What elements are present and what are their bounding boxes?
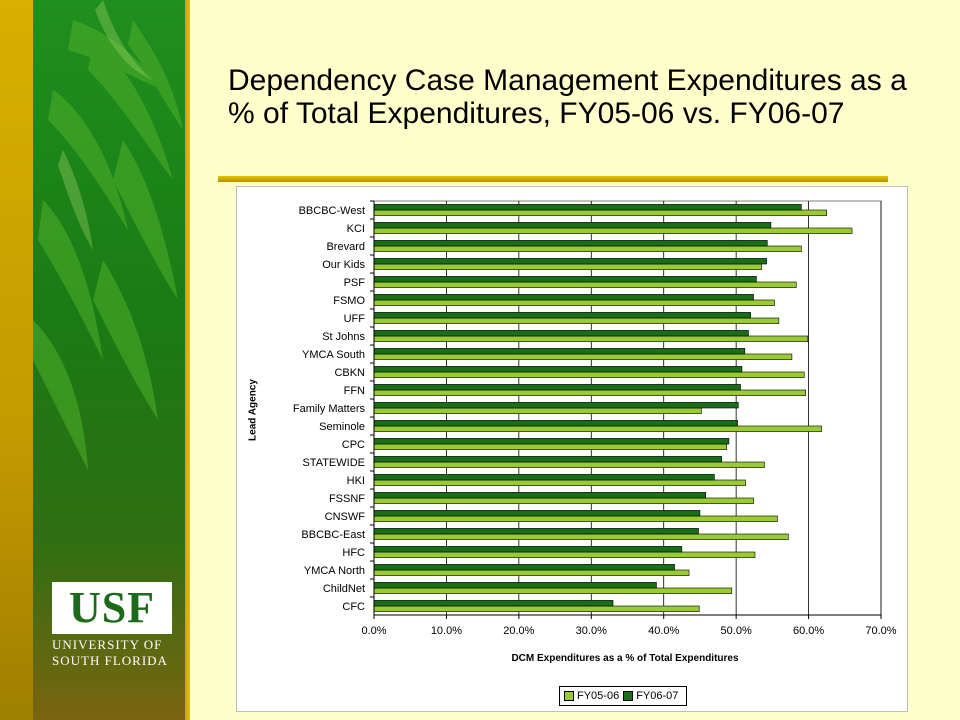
usf-logo: USF UNIVERSITY OF SOUTH FLORIDA <box>52 582 180 669</box>
y-tick-label: STATEWIDE <box>302 457 365 469</box>
bar-fy0607 <box>373 474 715 481</box>
bar-fy0506 <box>373 389 806 396</box>
x-tick-label: 30.0% <box>576 625 607 637</box>
y-tick-label: HFC <box>342 547 365 559</box>
x-tick-label: 0.0% <box>361 625 386 637</box>
y-tick-label: CPC <box>342 439 365 451</box>
bar-fy0506 <box>373 605 700 612</box>
y-tick-label: BBCBC-West <box>299 205 365 217</box>
y-tick-label: FFN <box>344 385 365 397</box>
bar-fy0607 <box>373 258 767 265</box>
bar-fy0506 <box>373 245 802 252</box>
y-tick-label: St Johns <box>322 331 365 343</box>
bar-fy0607 <box>373 546 683 553</box>
bar-fy0506 <box>373 317 780 324</box>
bar-fy0607 <box>373 528 699 535</box>
legend-item-fy0506: FY05-06 <box>564 690 619 702</box>
bar-fy0506 <box>373 479 746 486</box>
x-tick-label: 70.0% <box>865 625 896 637</box>
bar-fy0607 <box>373 492 707 499</box>
y-tick-label: HKI <box>347 475 365 487</box>
y-tick-label: YMCA North <box>304 565 365 577</box>
bar-fy0607 <box>373 384 741 391</box>
y-axis-label: Lead Agency <box>247 379 259 441</box>
y-tick-label: CNSWF <box>325 511 366 523</box>
bar-fy0506 <box>373 569 690 576</box>
title-divider <box>218 176 888 182</box>
bar-fy0506 <box>373 497 754 504</box>
y-tick-label: YMCA South <box>302 349 365 361</box>
bar-fy0607 <box>373 240 768 247</box>
legend-label-fy0506: FY05-06 <box>577 690 620 702</box>
legend-swatch-fy0607 <box>623 691 634 701</box>
bar-fy0506 <box>373 227 853 234</box>
legend-label-fy0607: FY06-07 <box>636 690 679 702</box>
logo-line-south-florida: SOUTH FLORIDA <box>52 653 168 668</box>
bar-fy0506 <box>373 371 805 378</box>
y-tick-label: FSSNF <box>329 493 365 505</box>
bar-fy0607 <box>373 330 749 337</box>
bar-fy0506 <box>373 407 702 414</box>
bar-fy0506 <box>373 263 762 270</box>
bar-fy0607 <box>373 348 746 355</box>
bar-fy0607 <box>373 204 802 211</box>
y-tick-label: Seminole <box>319 421 365 433</box>
bar-fy0607 <box>373 312 751 319</box>
chart-frame: 0.0% 10.0% 20.0% 30.0% 40.0% 50.0% 60.0% 70.0% B… <box>236 186 908 712</box>
logo-wordmark: USF <box>52 582 172 634</box>
bar-fy0506 <box>373 443 728 450</box>
sidebar-gold-edge <box>185 0 190 720</box>
y-tick-label: CFC <box>342 601 365 613</box>
x-tick-label: 60.0% <box>793 625 824 637</box>
bar-fy0506 <box>373 353 793 360</box>
bar-fy0607 <box>373 438 730 445</box>
bar-fy0506 <box>373 461 765 468</box>
x-tick-label: 40.0% <box>648 625 679 637</box>
bar-fy0607 <box>373 456 722 463</box>
y-tick-label: PSF <box>344 277 366 289</box>
bar-chart: 0.0% 10.0% 20.0% 30.0% 40.0% 50.0% 60.0% 70.0% B… <box>293 200 897 637</box>
sidebar-gold-stripe <box>0 0 33 720</box>
bar-fy0506 <box>373 587 733 594</box>
x-tick-label: 50.0% <box>721 625 752 637</box>
bar-fy0607 <box>373 564 675 571</box>
bar-fy0607 <box>373 402 739 409</box>
y-tick-label: FSMO <box>333 295 365 307</box>
y-tick-label: ChildNet <box>323 583 365 595</box>
bar-fy0607 <box>373 276 757 283</box>
chart-legend: FY05-06 FY06-07 <box>559 686 688 706</box>
bar-fy0506 <box>373 281 797 288</box>
bar-fy0607 <box>373 510 701 517</box>
x-tick-label: 20.0% <box>503 625 534 637</box>
bar-fy0607 <box>373 582 657 589</box>
logo-line-university: UNIVERSITY OF <box>52 637 163 652</box>
bar-fy0506 <box>373 209 827 216</box>
y-tick-label: UFF <box>344 313 366 325</box>
bar-fy0607 <box>373 366 743 373</box>
y-tick-label: KCI <box>347 223 365 235</box>
bar-fy0506 <box>373 299 775 306</box>
bar-fy0506 <box>373 515 778 522</box>
x-axis-label: DCM Expenditures as a % of Total Expendi… <box>511 653 739 664</box>
y-tick-label: BBCBC-East <box>301 529 365 541</box>
legend-swatch-fy0506 <box>564 691 574 701</box>
legend-item-fy0607: FY06-07 <box>623 690 678 702</box>
bar-fy0607 <box>373 600 614 607</box>
bar-fy0607 <box>373 222 772 229</box>
palm-frond-decoration <box>33 0 183 470</box>
y-tick-label: Brevard <box>326 241 365 253</box>
bar-fy0607 <box>373 294 754 301</box>
bar-fy0506 <box>373 335 809 342</box>
bar-fy0607 <box>373 420 738 427</box>
y-tick-label: Family Matters <box>293 403 366 415</box>
y-tick-label: Our Kids <box>322 259 365 271</box>
bar-fy0506 <box>373 551 756 558</box>
bar-fy0506 <box>373 533 789 540</box>
bar-fy0506 <box>373 425 822 432</box>
x-tick-label: 10.0% <box>431 625 462 637</box>
slide-title: Dependency Case Management Expenditures … <box>228 64 907 130</box>
y-tick-label: CBKN <box>334 367 365 379</box>
